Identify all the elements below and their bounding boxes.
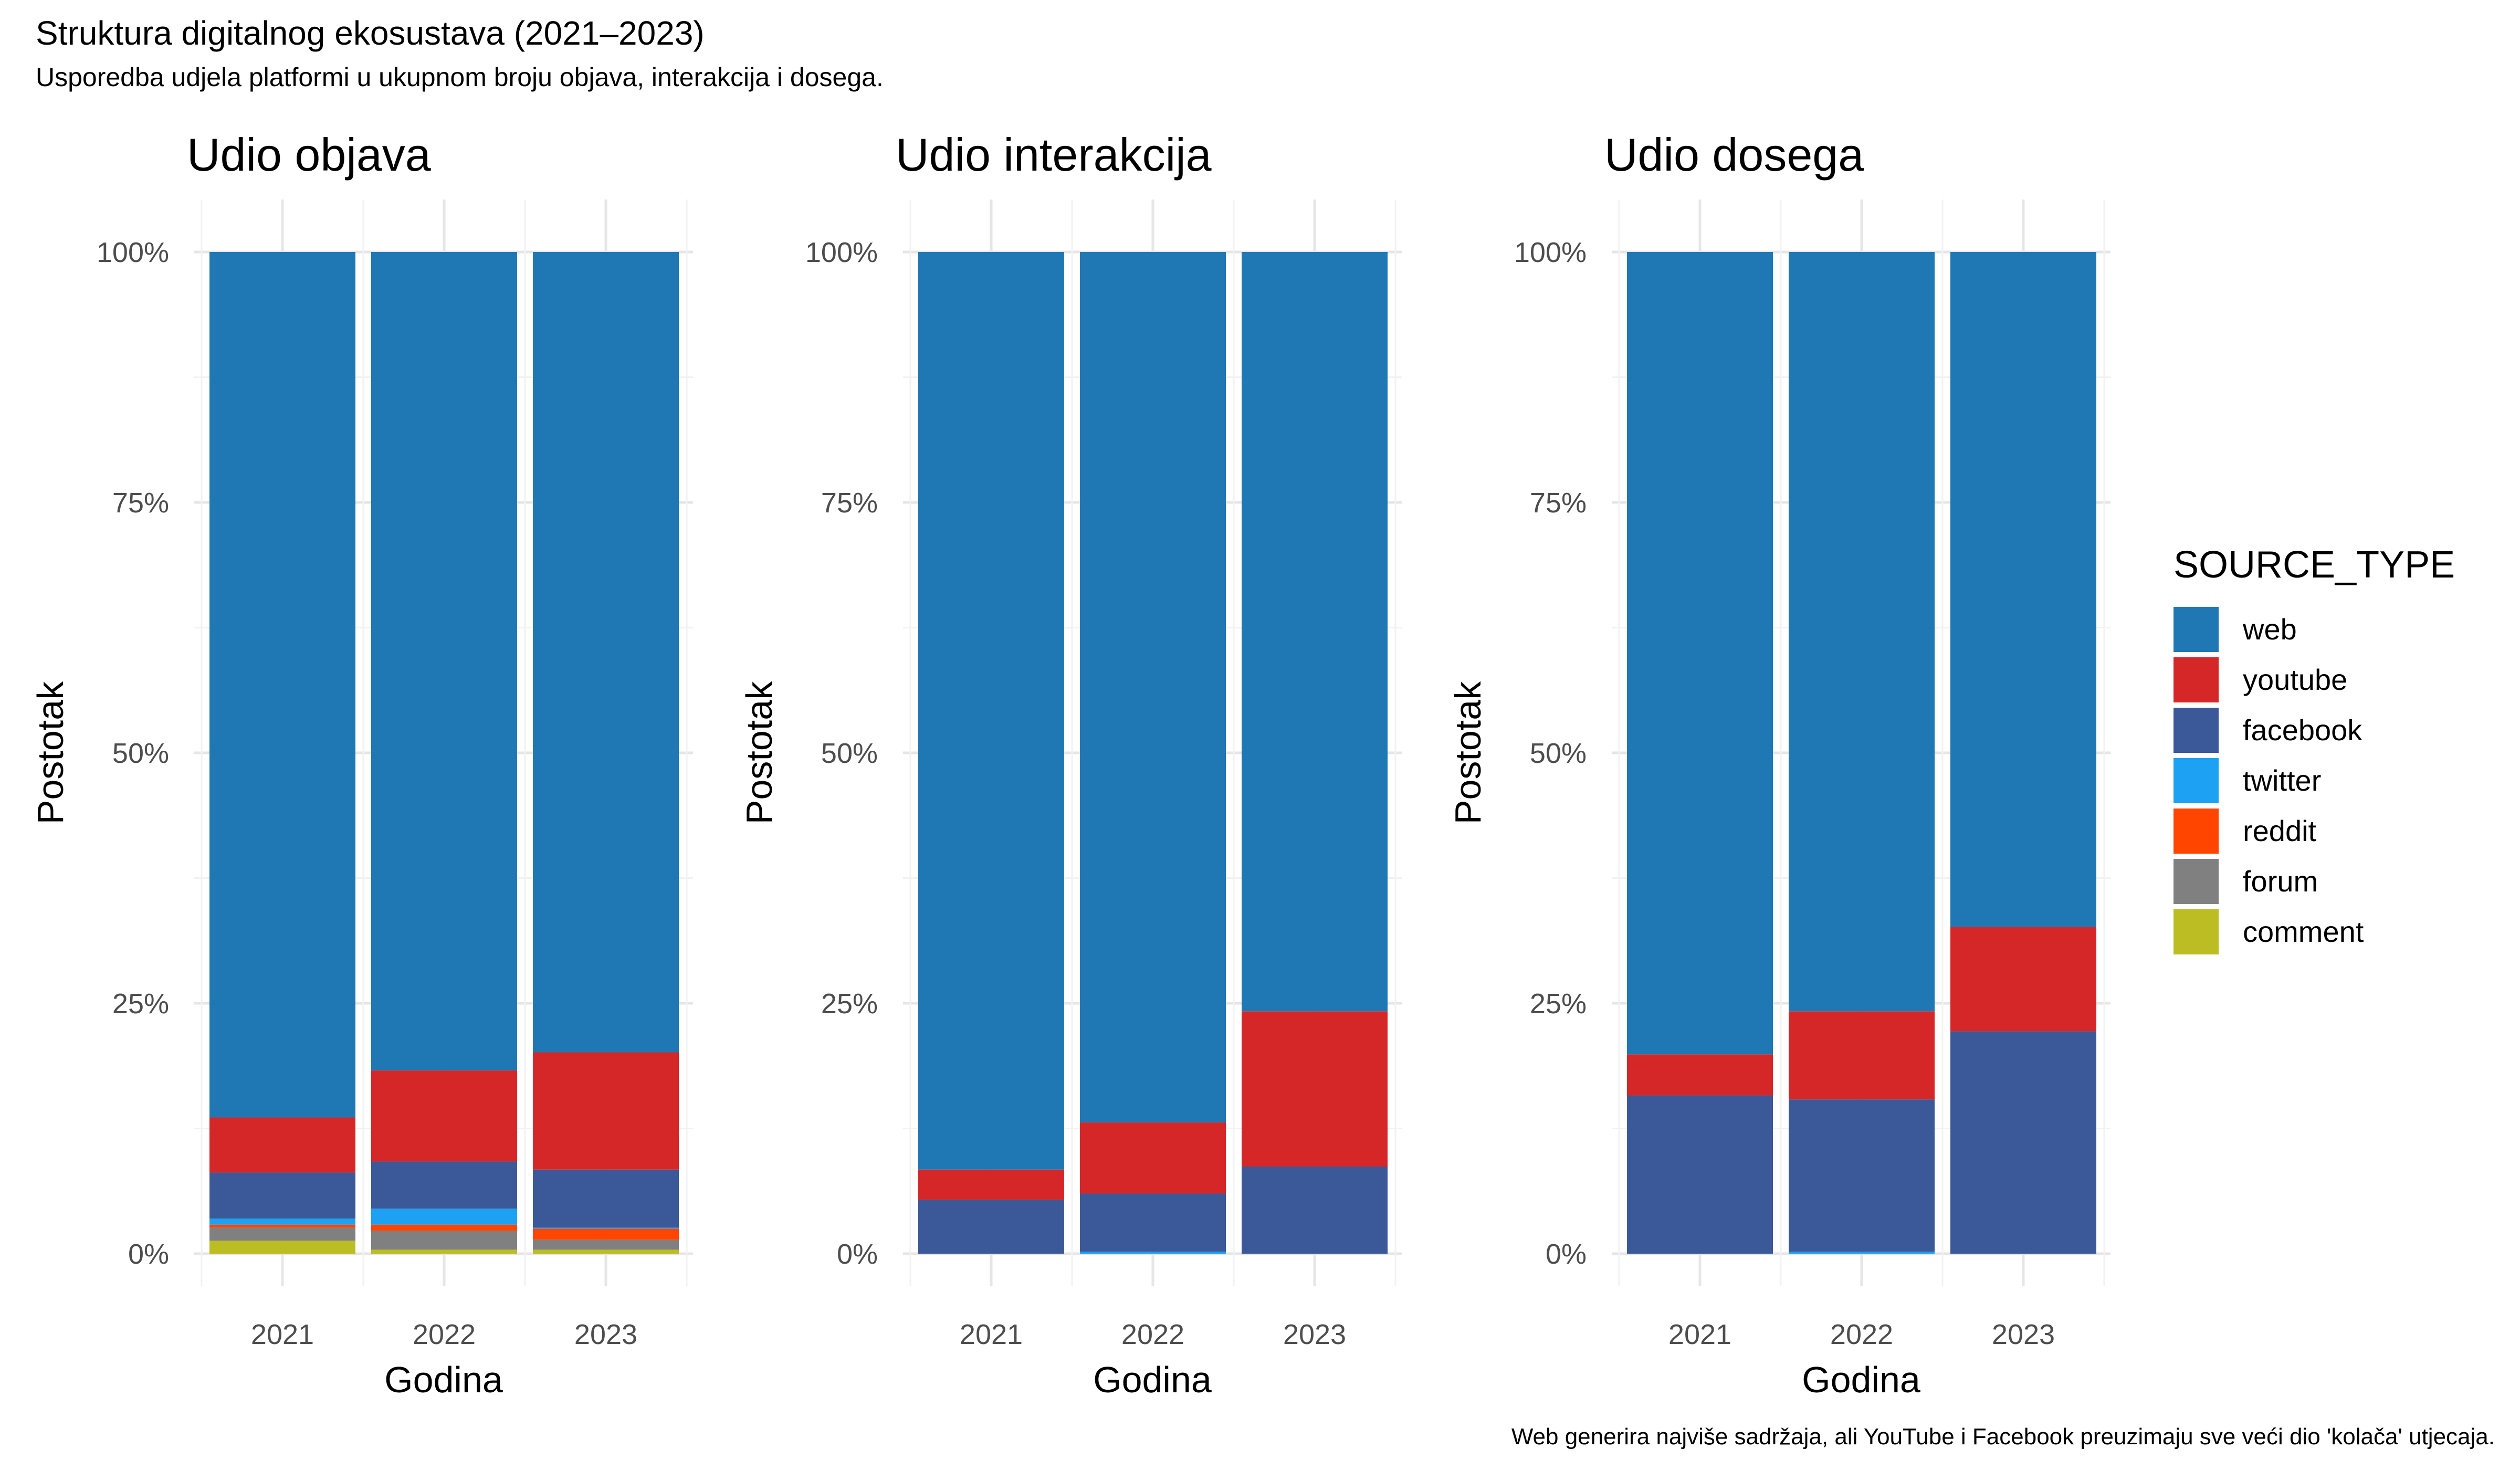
bar-p1-2021-forum [209, 1227, 355, 1241]
legend-label-forum: forum [2243, 865, 2318, 898]
y-tick-label: 25% [1530, 988, 1587, 1020]
y-axis-title: Postotak [739, 681, 780, 824]
bar-p1-2023-web [533, 252, 679, 1053]
bar-p1-2022-forum [371, 1231, 517, 1250]
x-axis-title: Godina [384, 1359, 503, 1400]
bar-p3-2021-web [1627, 252, 1773, 1055]
bar-p1-2022-reddit [371, 1224, 517, 1231]
legend-label-reddit: reddit [2243, 814, 2317, 847]
bar-p1-2021-reddit [209, 1224, 355, 1228]
bar-p3-2021-youtube [1627, 1054, 1773, 1096]
y-tick-label: 75% [1530, 487, 1587, 519]
x-tick-label: 2023 [1992, 1319, 2055, 1350]
bar-p1-2023-comment [533, 1250, 679, 1254]
legend-label-web: web [2242, 613, 2297, 646]
bar-p1-2023-youtube [533, 1052, 679, 1170]
panel-title-p3: Udio dosega [1604, 129, 1864, 181]
panel-title-p2: Udio interakcija [896, 129, 1212, 181]
x-tick-label: 2022 [1121, 1319, 1184, 1350]
legend-swatch-twitter [2174, 758, 2219, 803]
bar-p2-2021-facebook [918, 1199, 1064, 1254]
x-axis-title: Godina [1093, 1359, 1212, 1400]
bar-p1-2023-reddit [533, 1228, 679, 1240]
bar-p1-2021-comment [209, 1241, 355, 1254]
bar-p2-2022-facebook [1080, 1193, 1226, 1252]
bar-p1-2023-twitter [533, 1227, 679, 1229]
x-axis-title: Godina [1802, 1359, 1920, 1400]
y-tick-label: 100% [97, 237, 169, 268]
bar-p2-2022-web [1080, 252, 1226, 1123]
y-tick-label: 0% [128, 1238, 169, 1270]
y-axis-title: Postotak [30, 681, 71, 824]
chart-subtitle: Usporedba udjela platformi u ukupnom bro… [36, 62, 884, 92]
bar-p2-2023-web [1242, 252, 1388, 1012]
legend-swatch-reddit [2174, 808, 2219, 854]
bar-p1-2022-youtube [371, 1070, 517, 1162]
y-tick-label: 100% [1514, 237, 1587, 268]
chart-caption: Web generira najviše sadržaja, ali YouTu… [1511, 1424, 2495, 1450]
x-tick-label: 2021 [960, 1319, 1023, 1350]
bar-p1-2021-web [209, 252, 355, 1118]
bar-p3-2022-twitter [1789, 1252, 1935, 1254]
y-tick-label: 50% [821, 738, 878, 769]
y-tick-label: 0% [837, 1238, 878, 1270]
x-tick-label: 2023 [1283, 1319, 1346, 1350]
legend-title: SOURCE_TYPE [2174, 544, 2455, 586]
bar-p2-2022-youtube [1080, 1122, 1226, 1194]
y-axis-title: Postotak [1447, 681, 1488, 824]
bar-p3-2023-youtube [1950, 927, 2096, 1032]
legend-label-twitter: twitter [2243, 764, 2321, 797]
x-tick-label: 2022 [1830, 1319, 1893, 1350]
x-tick-label: 2021 [1668, 1319, 1731, 1350]
bar-p1-2022-comment [371, 1250, 517, 1254]
legend-swatch-youtube [2174, 657, 2219, 702]
y-tick-label: 75% [112, 487, 169, 519]
y-tick-label: 25% [112, 988, 169, 1020]
bar-p3-2022-youtube [1789, 1011, 1935, 1100]
legend-swatch-facebook [2174, 708, 2219, 753]
bar-p2-2023-facebook [1242, 1167, 1388, 1254]
bar-p1-2021-youtube [209, 1117, 355, 1173]
bar-p3-2023-web [1950, 252, 2096, 927]
y-tick-label: 0% [1546, 1238, 1587, 1270]
y-tick-label: 25% [821, 988, 878, 1020]
bar-p1-2023-forum [533, 1240, 679, 1250]
x-tick-label: 2021 [251, 1319, 314, 1350]
legend-label-youtube: youtube [2243, 663, 2347, 696]
y-tick-label: 75% [821, 487, 878, 519]
bar-p2-2022-twitter [1080, 1252, 1226, 1254]
y-tick-label: 100% [805, 237, 878, 268]
bar-p2-2021-youtube [918, 1169, 1064, 1200]
bar-p2-2021-web [918, 252, 1064, 1170]
bar-p1-2022-facebook [371, 1161, 517, 1209]
bar-p2-2023-youtube [1242, 1011, 1388, 1167]
legend-swatch-forum [2174, 859, 2219, 904]
chart-title: Struktura digitalnog ekosustava (2021–20… [36, 14, 705, 52]
y-tick-label: 50% [1530, 738, 1587, 769]
bar-p3-2021-facebook [1627, 1095, 1773, 1254]
bar-p1-2021-facebook [209, 1172, 355, 1219]
bar-p3-2022-web [1789, 252, 1935, 1012]
bar-p1-2023-facebook [533, 1169, 679, 1228]
x-tick-label: 2022 [413, 1319, 476, 1350]
x-tick-label: 2023 [574, 1319, 637, 1350]
legend-label-facebook: facebook [2243, 713, 2362, 747]
bar-p1-2022-web [371, 252, 517, 1070]
legend-label-comment: comment [2243, 915, 2364, 948]
legend-swatch-comment [2174, 909, 2219, 954]
legend-swatch-web [2174, 607, 2219, 652]
bar-p1-2021-twitter [209, 1219, 355, 1225]
bar-p3-2023-facebook [1950, 1031, 2096, 1254]
panel-title-p1: Udio objava [187, 129, 431, 181]
bar-p3-2022-facebook [1789, 1099, 1935, 1252]
bar-p1-2022-twitter [371, 1209, 517, 1225]
y-tick-label: 50% [112, 738, 169, 769]
